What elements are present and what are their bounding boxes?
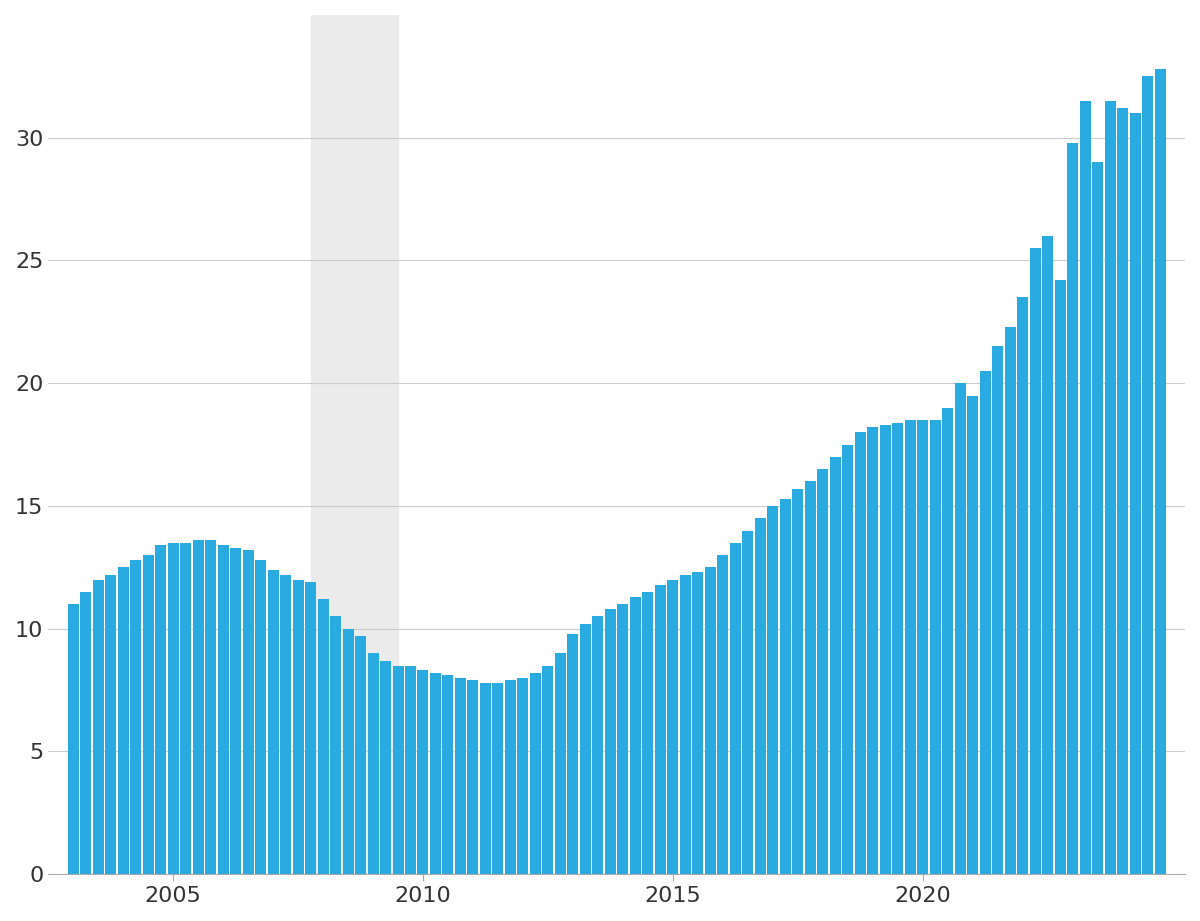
Bar bbox=[680, 575, 691, 874]
Bar bbox=[692, 572, 703, 874]
Bar bbox=[1154, 69, 1165, 874]
Bar bbox=[1092, 162, 1103, 874]
Bar bbox=[280, 575, 292, 874]
Bar bbox=[517, 678, 528, 874]
Bar bbox=[193, 541, 204, 874]
Bar bbox=[330, 616, 341, 874]
Bar bbox=[780, 498, 791, 874]
Bar bbox=[305, 582, 316, 874]
Bar bbox=[580, 624, 590, 874]
Bar bbox=[430, 673, 440, 874]
Bar bbox=[854, 432, 865, 874]
Bar bbox=[130, 560, 142, 874]
Bar bbox=[905, 420, 916, 874]
Bar bbox=[342, 629, 354, 874]
Bar bbox=[80, 592, 91, 874]
Bar bbox=[542, 666, 553, 874]
Bar bbox=[1080, 101, 1091, 874]
Bar bbox=[67, 604, 79, 874]
Bar bbox=[942, 408, 953, 874]
Bar bbox=[842, 445, 853, 874]
Bar bbox=[1117, 109, 1128, 874]
Bar bbox=[106, 575, 116, 874]
Bar bbox=[217, 545, 229, 874]
Bar bbox=[743, 530, 754, 874]
Bar bbox=[967, 395, 978, 874]
Bar bbox=[605, 609, 616, 874]
Bar bbox=[979, 371, 991, 874]
Bar bbox=[318, 600, 329, 874]
Bar bbox=[468, 681, 479, 874]
Bar bbox=[242, 550, 253, 874]
Bar bbox=[930, 420, 941, 874]
Bar bbox=[293, 579, 304, 874]
Bar bbox=[380, 660, 391, 874]
Bar bbox=[1018, 297, 1028, 874]
Bar bbox=[443, 675, 454, 874]
Bar bbox=[704, 567, 716, 874]
Bar bbox=[642, 592, 653, 874]
Bar bbox=[455, 678, 466, 874]
Bar bbox=[118, 567, 128, 874]
Bar bbox=[392, 666, 403, 874]
Bar bbox=[755, 519, 766, 874]
Bar bbox=[617, 604, 629, 874]
Bar bbox=[655, 585, 666, 874]
Bar bbox=[1030, 249, 1040, 874]
Bar bbox=[730, 542, 740, 874]
Bar bbox=[505, 681, 516, 874]
Bar bbox=[630, 597, 641, 874]
Bar bbox=[1055, 280, 1066, 874]
Bar bbox=[492, 682, 504, 874]
Bar bbox=[817, 469, 828, 874]
Bar bbox=[792, 489, 803, 874]
Bar bbox=[418, 670, 428, 874]
Bar bbox=[593, 616, 604, 874]
Bar bbox=[367, 653, 378, 874]
Bar bbox=[554, 653, 566, 874]
Bar bbox=[1142, 76, 1153, 874]
Bar bbox=[180, 542, 191, 874]
Bar bbox=[767, 506, 779, 874]
Bar bbox=[667, 579, 678, 874]
Bar bbox=[1042, 236, 1054, 874]
Bar bbox=[805, 482, 816, 874]
Bar bbox=[880, 425, 890, 874]
Bar bbox=[143, 555, 154, 874]
Bar bbox=[829, 457, 841, 874]
Bar bbox=[230, 548, 241, 874]
Bar bbox=[992, 346, 1003, 874]
Bar bbox=[311, 15, 398, 874]
Bar bbox=[868, 427, 878, 874]
Bar bbox=[205, 541, 216, 874]
Bar bbox=[268, 570, 278, 874]
Bar bbox=[256, 560, 266, 874]
Bar bbox=[155, 545, 166, 874]
Bar bbox=[1067, 143, 1078, 874]
Bar bbox=[355, 636, 366, 874]
Bar bbox=[168, 542, 179, 874]
Bar bbox=[718, 555, 728, 874]
Bar bbox=[1129, 113, 1140, 874]
Bar bbox=[480, 682, 491, 874]
Bar bbox=[92, 579, 103, 874]
Bar bbox=[530, 673, 541, 874]
Bar bbox=[1104, 101, 1116, 874]
Bar bbox=[917, 420, 928, 874]
Bar bbox=[892, 423, 904, 874]
Bar bbox=[1004, 327, 1015, 874]
Bar bbox=[406, 666, 416, 874]
Bar bbox=[568, 634, 578, 874]
Bar bbox=[955, 383, 966, 874]
